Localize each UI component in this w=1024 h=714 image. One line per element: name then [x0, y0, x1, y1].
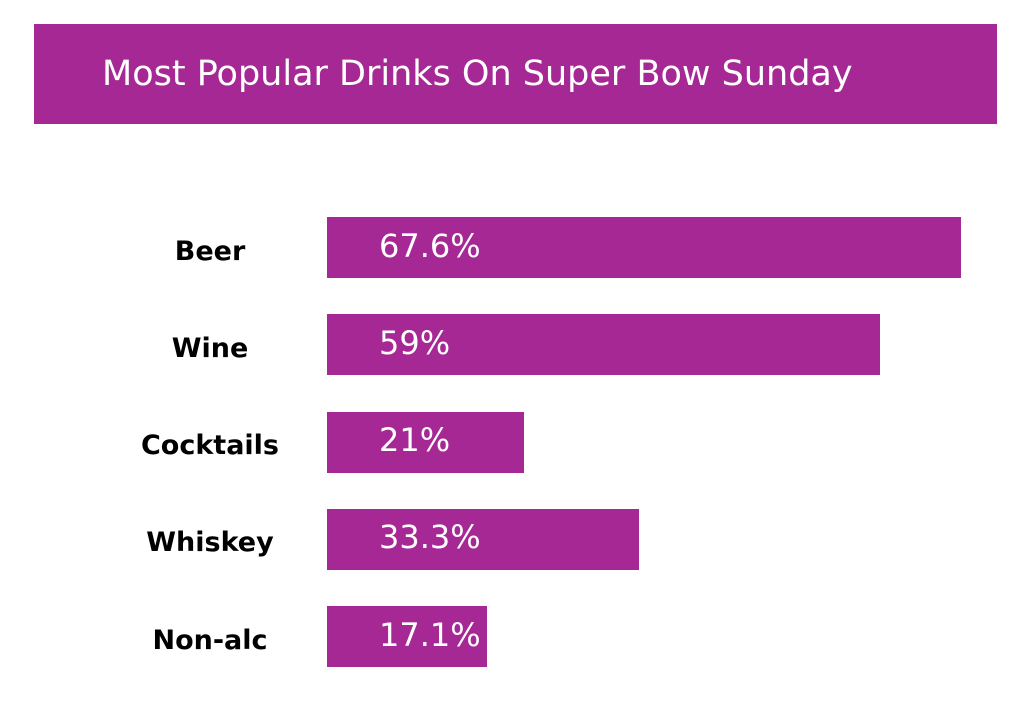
bar-non-alc [327, 606, 488, 668]
value-label: 17.1% [379, 615, 481, 654]
bar-wine [327, 314, 881, 376]
category-label: Non-alc [152, 624, 268, 656]
value-label: 33.3% [379, 518, 481, 557]
chart-title: Most Popular Drinks On Super Bow Sunday [102, 54, 853, 94]
value-label: 21% [379, 421, 451, 460]
value-label: 59% [379, 323, 451, 362]
bar-cocktails [327, 411, 524, 473]
category-label: Beer [174, 235, 246, 267]
category-label: Whiskey [146, 527, 274, 559]
title-banner: Most Popular Drinks On Super Bow Sunday [34, 24, 997, 124]
bar-beer [327, 217, 961, 278]
bar-whiskey [327, 508, 640, 570]
value-label: 67.6% [379, 226, 481, 265]
category-label: Cocktails [140, 430, 280, 462]
category-label: Wine [171, 332, 249, 364]
